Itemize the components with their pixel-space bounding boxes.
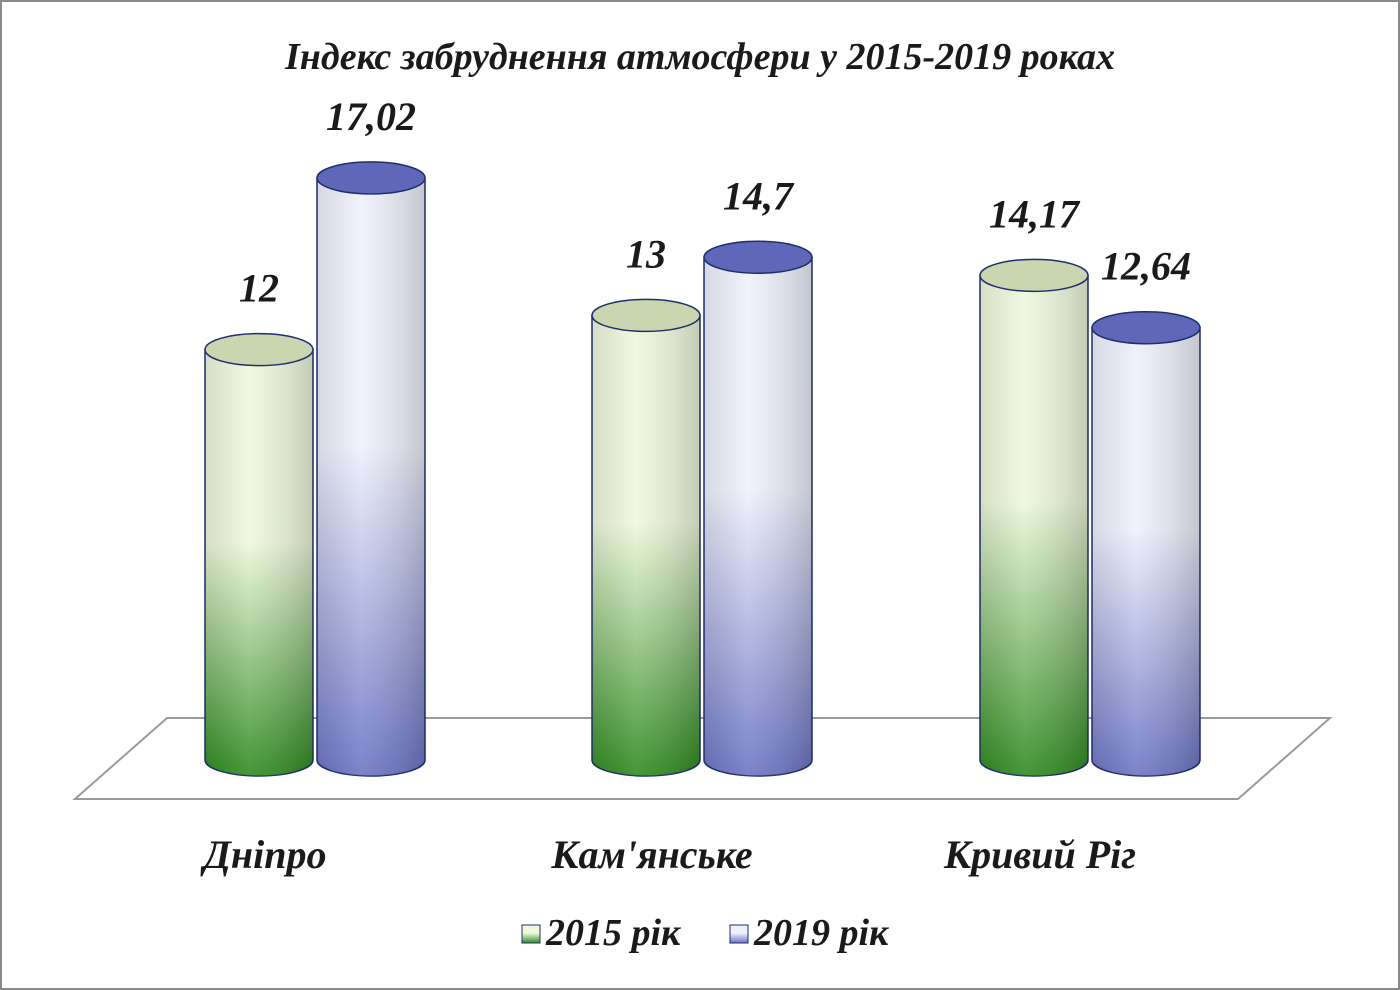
category-label: Кам'янське [550, 832, 752, 877]
data-label: 12,64 [1101, 244, 1191, 289]
bar-shading [592, 315, 700, 776]
bar-2015-0 [204, 332, 314, 777]
bar-top [316, 161, 426, 195]
category-labels-layer: Дніпро Кам'янське Кривий Ріг [200, 832, 1136, 877]
bar-2019-1 [703, 240, 813, 777]
bar-top [204, 332, 314, 367]
bar-shading [317, 177, 425, 776]
data-label: 12 [239, 266, 279, 311]
category-label: Дніпро [200, 832, 327, 877]
legend: 2015 рік 2019 рік [521, 912, 890, 954]
bar-shading [1092, 327, 1200, 776]
bar-2019-0 [316, 161, 426, 777]
bar-2019-2 [1091, 310, 1201, 777]
bar-2015-1 [591, 298, 701, 777]
legend-swatch [729, 924, 749, 944]
legend-swatch [521, 924, 541, 944]
legend-label: 2019 рік [753, 912, 890, 954]
bar-top [979, 258, 1089, 293]
data-label: 17,02 [326, 94, 416, 139]
legend-item-2015: 2015 рік [521, 912, 682, 954]
bar-shading [205, 349, 313, 776]
data-labels-layer: 12 17,02 13 14,7 14,17 12,64 [239, 94, 1191, 311]
bar-shading [980, 275, 1088, 776]
bars-layer [204, 161, 1201, 777]
bar-shading [704, 257, 812, 776]
chart-title: Індекс забруднення атмосфери у 2015-2019… [284, 36, 1115, 78]
bar-2015-2 [979, 258, 1089, 777]
category-label: Кривий Ріг [943, 832, 1136, 877]
bar-top [1091, 310, 1201, 345]
legend-label: 2015 рік [545, 912, 682, 954]
data-label: 13 [626, 231, 666, 276]
data-label: 14,7 [723, 173, 795, 218]
bar-top [703, 240, 813, 275]
bar-top [591, 298, 701, 333]
legend-item-2019: 2019 рік [729, 912, 890, 954]
data-label: 14,17 [989, 191, 1081, 236]
